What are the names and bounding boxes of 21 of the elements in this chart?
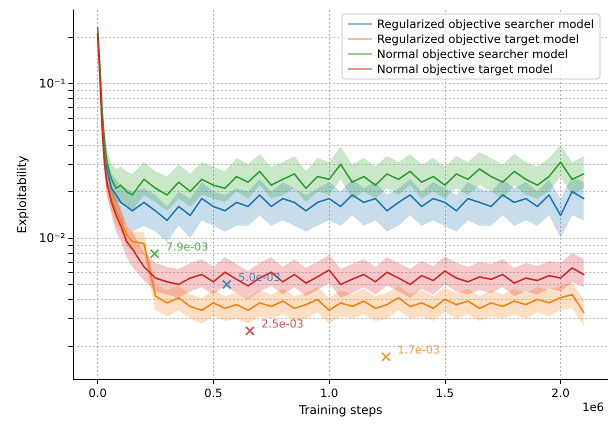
x-axis-title: Training steps (298, 402, 382, 417)
x-tick-label: 2.0 (551, 386, 570, 400)
data-label: 7.9e-03 (166, 240, 208, 254)
point (381, 352, 391, 362)
legend-label: Normal objective searcher model (376, 47, 568, 61)
y-tick-label: 10⁻¹ (38, 76, 66, 91)
legend-label: Normal objective target model (376, 62, 553, 76)
x-tick-label: 0.0 (88, 386, 107, 400)
text: 1e6 (582, 400, 604, 414)
x-tick-label: 1.0 (320, 386, 338, 400)
x-tick-label: 0.5 (204, 386, 222, 400)
x-tick-label: 1.5 (436, 386, 454, 400)
y-axis-title: Exploitability (15, 156, 29, 234)
data-label: 1.7e-03 (398, 343, 440, 356)
point (150, 248, 160, 259)
y-tick-label: 10⁻² (38, 230, 66, 245)
legend-label: Regularized objective searcher model (376, 17, 594, 31)
data-label: 2.5e-03 (261, 317, 304, 330)
legend-label: Regularized objective target model (376, 32, 579, 46)
point (245, 326, 255, 336)
point (222, 280, 232, 290)
